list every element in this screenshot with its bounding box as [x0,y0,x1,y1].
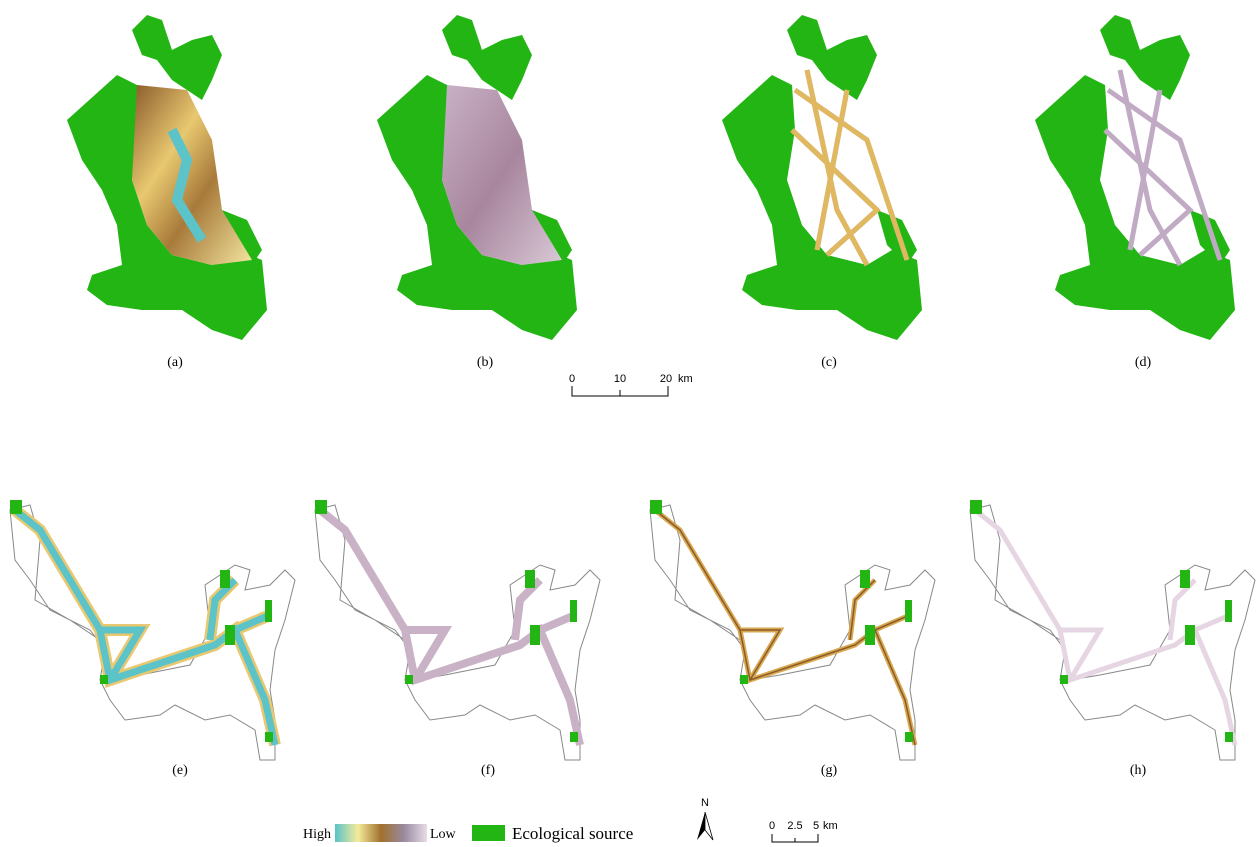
scale-tick: 0 [569,373,575,385]
north-arrow: N [697,797,713,840]
map-g [650,500,935,760]
scale-unit: km [823,820,838,832]
scale-tick: 5 [813,820,819,832]
scale-tick: 20 [660,373,672,385]
scale-bar: 0 10 20 km [569,373,693,396]
legend-low: Low [430,827,457,842]
legend: High Low Ecological source [303,824,633,843]
legend-high: High [303,827,331,842]
color-ramp [335,824,427,842]
panel-label: (d) [1135,355,1152,370]
scale-unit: km [678,373,693,385]
panel-label: (e) [172,763,188,778]
panel-label: (g) [821,763,838,778]
map-d [1035,15,1235,340]
scale-tick: 10 [614,373,626,385]
scale-bar: 0 2.5 5 km [769,820,838,842]
panel-label: (b) [477,355,494,370]
panel-label: (a) [167,355,183,370]
map-c [722,15,922,340]
map-b [377,15,577,340]
north-label: N [701,797,709,809]
map-a [67,15,267,340]
scale-tick: 2.5 [787,820,802,832]
scale-tick: 0 [769,820,775,832]
map-e [10,500,295,760]
map-f [315,500,600,760]
panel-label: (h) [1130,763,1147,778]
figure: (a) (b) (c) (d) 0 10 20 km (e) (f) (g) (… [0,0,1259,847]
legend-source: Ecological source [512,824,633,843]
panel-label: (f) [481,763,495,778]
source-swatch [472,825,505,841]
map-h [970,500,1255,760]
panel-label: (c) [821,355,837,370]
